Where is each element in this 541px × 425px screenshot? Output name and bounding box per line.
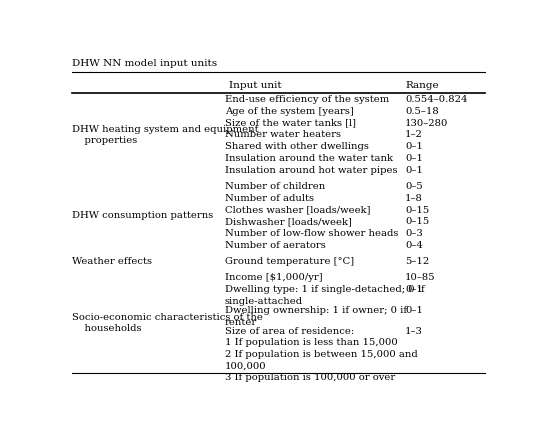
Text: Shared with other dwellings: Shared with other dwellings [225,142,369,151]
Text: Range: Range [405,82,439,91]
Text: Dwelling ownership: 1 if owner; 0 if
renter: Dwelling ownership: 1 if owner; 0 if ren… [225,306,407,326]
Text: Dishwasher [loads/week]: Dishwasher [loads/week] [225,217,352,226]
Text: Ground temperature [°C]: Ground temperature [°C] [225,257,354,266]
Text: DHW consumption patterns: DHW consumption patterns [72,212,213,221]
Text: DHW NN model input units: DHW NN model input units [72,59,217,68]
Text: Input unit: Input unit [229,82,282,91]
Text: 1–8: 1–8 [405,194,423,203]
Text: Age of the system [years]: Age of the system [years] [225,107,354,116]
Text: 0–1: 0–1 [405,166,423,175]
Text: Weather effects: Weather effects [72,257,152,266]
Text: 0–15: 0–15 [405,206,430,215]
Text: Insulation around hot water pipes: Insulation around hot water pipes [225,166,397,175]
Text: 0–1: 0–1 [405,306,423,315]
Text: Income [$1,000/yr]: Income [$1,000/yr] [225,273,322,283]
Text: 0.554–0.824: 0.554–0.824 [405,95,467,104]
Text: Size of area of residence:
1 If population is less than 15,000
2 If population i: Size of area of residence: 1 If populati… [225,327,418,382]
Text: Clothes washer [loads/week]: Clothes washer [loads/week] [225,206,371,215]
Text: Dwelling type: 1 if single-detached; 0 if
single-attached: Dwelling type: 1 if single-detached; 0 i… [225,285,425,306]
Text: 0–5: 0–5 [405,182,423,191]
Text: 1–3: 1–3 [405,327,423,336]
Text: 0–4: 0–4 [405,241,423,250]
Text: Number of children: Number of children [225,182,325,191]
Text: 0.5–18: 0.5–18 [405,107,439,116]
Text: 5–12: 5–12 [405,257,430,266]
Text: DHW heating system and equipment
    properties: DHW heating system and equipment propert… [72,125,259,145]
Text: 1–2: 1–2 [405,130,423,139]
Text: Number of low-flow shower heads: Number of low-flow shower heads [225,229,398,238]
Text: Size of the water tanks [l]: Size of the water tanks [l] [225,119,356,128]
Text: 0–3: 0–3 [405,229,423,238]
Text: 130–280: 130–280 [405,119,448,128]
Text: 0–1: 0–1 [405,154,423,163]
Text: 10–85: 10–85 [405,273,436,283]
Text: 0–15: 0–15 [405,217,430,226]
Text: Insulation around the water tank: Insulation around the water tank [225,154,393,163]
Text: 0–1: 0–1 [405,285,423,294]
Text: Number of aerators: Number of aerators [225,241,326,250]
Text: Socio-economic characteristics of the
    households: Socio-economic characteristics of the ho… [72,313,263,333]
Text: End-use efficiency of the system: End-use efficiency of the system [225,95,389,104]
Text: Number of adults: Number of adults [225,194,314,203]
Text: Number water heaters: Number water heaters [225,130,341,139]
Text: 0–1: 0–1 [405,142,423,151]
